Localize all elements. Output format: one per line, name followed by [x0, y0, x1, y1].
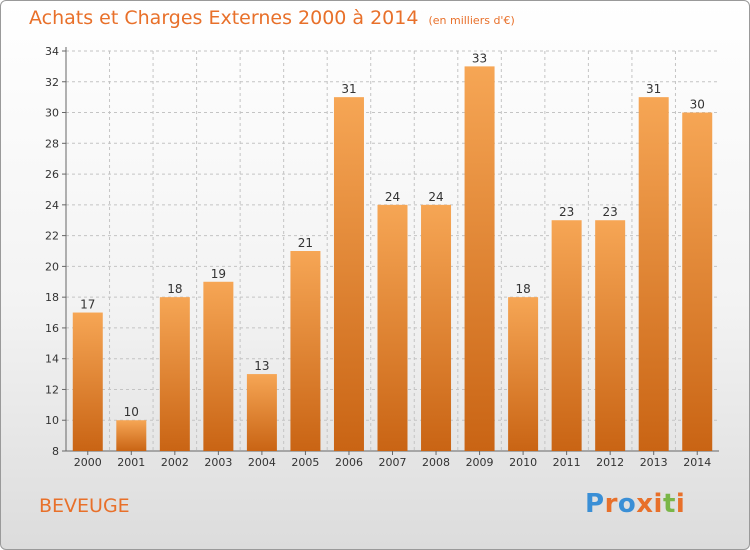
- y-tick-label: 22: [45, 230, 59, 243]
- bar-value-label: 23: [559, 205, 574, 219]
- bar-value-label: 10: [124, 405, 139, 419]
- x-tick-label: 2010: [509, 456, 537, 469]
- bar: [464, 66, 495, 451]
- x-tick-label: 2008: [422, 456, 450, 469]
- logo-letter: x: [636, 489, 654, 519]
- bar-value-label: 31: [341, 82, 356, 96]
- commune-name: BEVEUGE: [39, 495, 130, 517]
- bar-value-label: 33: [472, 51, 487, 65]
- bar-value-label: 13: [254, 359, 269, 373]
- x-tick-label: 2007: [379, 456, 407, 469]
- bar: [682, 112, 713, 452]
- bar-value-label: 18: [167, 282, 182, 296]
- bar: [333, 97, 364, 452]
- bar: [246, 374, 277, 451]
- proxiti-logo[interactable]: Proxiti: [585, 489, 685, 519]
- x-tick-label: 2011: [553, 456, 581, 469]
- y-tick-label: 20: [45, 260, 59, 273]
- y-tick-label: 16: [45, 322, 59, 335]
- logo-letter: o: [617, 489, 637, 519]
- x-tick-label: 2003: [204, 456, 232, 469]
- logo-letter: i: [653, 489, 663, 519]
- y-tick-label: 28: [45, 137, 59, 150]
- y-tick-label: 12: [45, 383, 59, 396]
- bar-value-label: 17: [80, 298, 95, 312]
- x-tick-label: 2000: [74, 456, 102, 469]
- chart-unit: (en milliers d'€): [428, 14, 515, 27]
- x-tick-label: 2013: [640, 456, 668, 469]
- bar: [595, 220, 626, 451]
- x-tick-label: 2005: [291, 456, 319, 469]
- x-tick-label: 2006: [335, 456, 363, 469]
- bar-value-label: 24: [385, 190, 400, 204]
- bar: [72, 312, 103, 451]
- bar: [508, 297, 539, 451]
- y-tick-label: 24: [45, 199, 59, 212]
- y-tick-label: 10: [45, 414, 59, 427]
- bar: [638, 97, 669, 452]
- bar: [116, 420, 147, 451]
- bar: [377, 204, 408, 451]
- bar: [551, 220, 582, 451]
- x-tick-label: 2014: [683, 456, 711, 469]
- y-tick-label: 18: [45, 291, 59, 304]
- bar: [203, 281, 234, 451]
- chart-title-text: Achats et Charges Externes 2000 à 2014: [29, 7, 419, 29]
- logo-letter: t: [662, 489, 676, 519]
- bar-value-label: 19: [211, 267, 226, 281]
- x-tick-label: 2009: [466, 456, 494, 469]
- y-tick-label: 34: [45, 45, 59, 58]
- bar: [159, 297, 190, 451]
- x-tick-label: 2001: [117, 456, 145, 469]
- bar-layer: [72, 66, 713, 452]
- y-tick-label: 8: [52, 445, 59, 458]
- y-tick-label: 14: [45, 353, 59, 366]
- logo-letter: r: [604, 489, 618, 519]
- y-tick-label: 32: [45, 76, 59, 89]
- label-layer: 17 10 18 19 13 21 31 24 24 33 18 23 23 31 30: [80, 51, 705, 419]
- bar: [421, 204, 452, 451]
- bar-value-label: 30: [690, 98, 705, 112]
- bar-value-label: 23: [603, 205, 618, 219]
- bar: [290, 251, 321, 451]
- x-tick-label: 2002: [161, 456, 189, 469]
- bar-value-label: 18: [515, 282, 530, 296]
- x-tick-label: 2004: [248, 456, 276, 469]
- bar-value-label: 31: [646, 82, 661, 96]
- bar-value-label: 24: [428, 190, 443, 204]
- logo-letter: P: [585, 489, 605, 519]
- y-tick-label: 26: [45, 168, 59, 181]
- logo-letter: i: [675, 489, 686, 519]
- y-tick-label: 30: [45, 107, 59, 120]
- chart-title: Achats et Charges Externes 2000 à 2014 (e…: [29, 7, 515, 29]
- x-tick-label: 2012: [596, 456, 624, 469]
- bar-value-label: 21: [298, 236, 313, 250]
